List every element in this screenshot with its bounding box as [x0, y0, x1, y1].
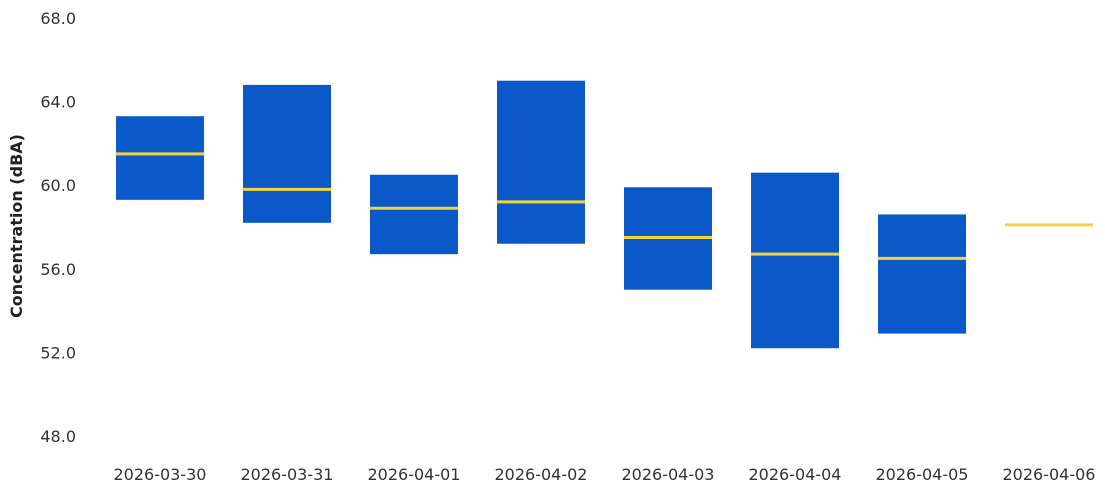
box-2026-04-01 — [370, 174, 458, 255]
x-tick-label: 2026-04-04 — [749, 465, 842, 484]
x-tick-label: 2026-03-30 — [114, 465, 207, 484]
boxes-layer — [116, 80, 1093, 349]
y-axis-title: Concentration (dBA) — [7, 134, 26, 318]
x-tick-label: 2026-04-02 — [495, 465, 588, 484]
y-tick-label: 52.0 — [40, 343, 76, 362]
box-2026-03-31 — [243, 84, 331, 223]
box-body — [116, 116, 204, 200]
x-tick-label: 2026-04-03 — [622, 465, 715, 484]
x-tick-label: 2026-04-01 — [368, 465, 461, 484]
box-2026-04-03 — [624, 187, 712, 290]
x-axis-ticks: 2026-03-30 2026-03-31 2026-04-01 2026-04-02… — [114, 465, 1096, 484]
x-tick-label: 2026-04-06 — [1003, 465, 1096, 484]
box-body — [370, 174, 458, 255]
x-tick-label: 2026-03-31 — [241, 465, 334, 484]
box-body — [243, 84, 331, 223]
y-tick-label: 68.0 — [40, 9, 76, 28]
y-tick-label: 60.0 — [40, 176, 76, 195]
y-tick-label: 64.0 — [40, 93, 76, 112]
box-2026-04-05 — [878, 214, 966, 334]
x-tick-label: 2026-04-05 — [876, 465, 969, 484]
y-axis-ticks: 48.0 52.0 56.0 60.0 64.0 68.0 — [40, 9, 76, 446]
y-tick-label: 56.0 — [40, 260, 76, 279]
y-tick-label: 48.0 — [40, 427, 76, 446]
box-2026-04-04 — [751, 172, 839, 349]
box-2026-03-30 — [116, 116, 204, 200]
box-body — [878, 214, 966, 334]
box-body — [497, 80, 585, 244]
box-body — [751, 172, 839, 349]
box-2026-04-02 — [497, 80, 585, 244]
